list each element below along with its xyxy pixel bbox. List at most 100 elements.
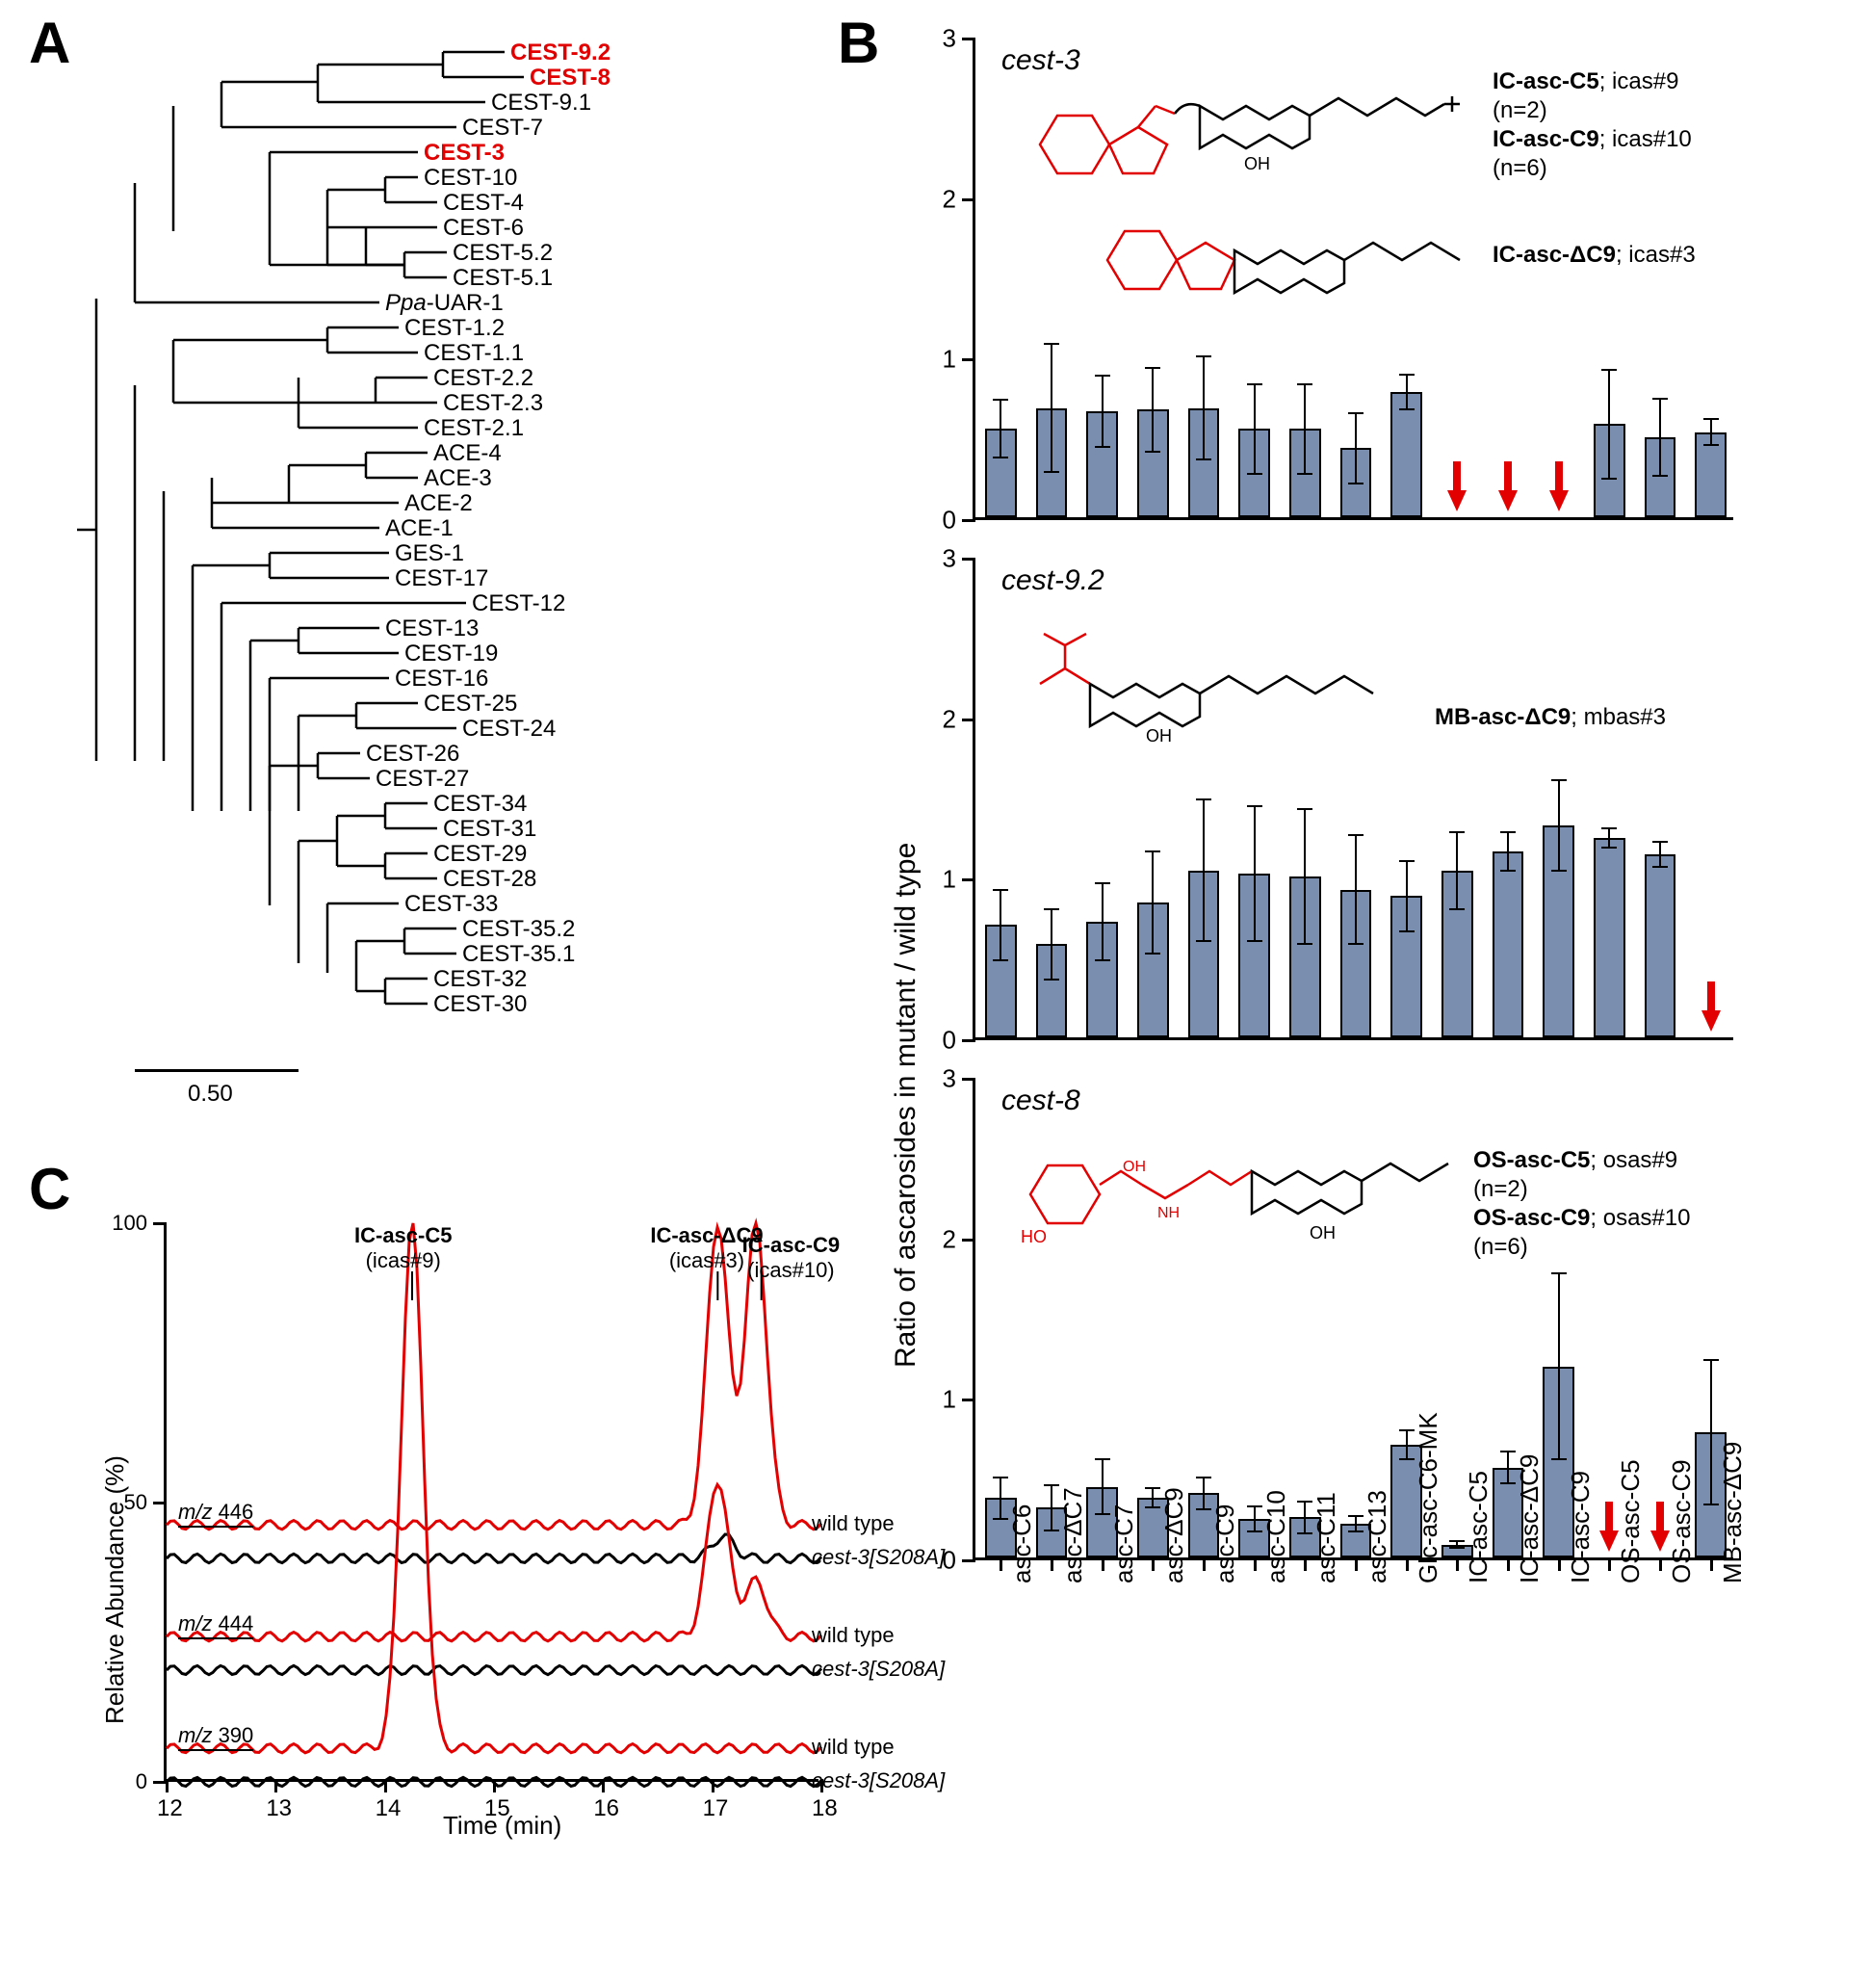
- bar-chart: 0123cest-3 OH: [973, 39, 1733, 520]
- x-category-label: asc-C9: [1210, 1504, 1240, 1583]
- compound-label: OS-asc-C5; osas#9 (n=2)OS-asc-C9; osas#1…: [1473, 1146, 1733, 1262]
- panel-c-chromatogram: Relative Abundance (%) 05010012131415161…: [77, 1185, 847, 1897]
- sample-label: cest-3[S208A]: [812, 1657, 945, 1682]
- sample-label: wild type: [812, 1623, 895, 1648]
- y-tick-label: 1: [943, 1385, 956, 1415]
- chemical-structure-icon: OH: [1021, 597, 1435, 742]
- compound-label: IC-asc-C5; icas#9 (n=2)IC-asc-C9; icas#1…: [1493, 67, 1733, 270]
- x-category-label: OS-asc-C9: [1667, 1459, 1697, 1583]
- bar: [1493, 851, 1524, 1037]
- svg-text:OH: OH: [1146, 726, 1172, 742]
- tree-leaf-label: CEST-29: [433, 841, 527, 868]
- compound-label: MB-asc-ΔC9; mbas#3: [1435, 703, 1666, 732]
- sample-label: cest-3[S208A]: [812, 1768, 945, 1793]
- panel-c-xlabel: Time (min): [443, 1811, 561, 1841]
- x-category-label: IC-asc-C9: [1566, 1471, 1596, 1583]
- bar-chart: 0123cest-9.2 OH MB-asc-ΔC9; mbas#3: [973, 559, 1733, 1040]
- tree-leaf-label: CEST-2.2: [433, 365, 533, 392]
- x-category-label: IC-asc-C5: [1464, 1471, 1493, 1583]
- y-tick-label: 2: [943, 704, 956, 734]
- sample-label: wild type: [812, 1735, 895, 1760]
- svg-text:HO: HO: [1021, 1227, 1047, 1246]
- panel-c-xtick: 13: [266, 1795, 292, 1822]
- y-tick-label: 3: [943, 24, 956, 54]
- tree-leaf-label: ACE-3: [424, 465, 492, 492]
- x-category-label: asc-C10: [1261, 1490, 1291, 1583]
- y-tick-label: 1: [943, 345, 956, 375]
- tree-leaf-label: CEST-9.1: [491, 90, 591, 117]
- sample-label: cest-3[S208A]: [812, 1545, 945, 1570]
- chemical-structure-icon: HO OH NH OH: [1021, 1117, 1473, 1262]
- figure-root: A B C CEST-9.2CEST-8CEST-9.1CEST-7CEST-3…: [0, 0, 1870, 1988]
- panel-c-xtick: 16: [593, 1795, 619, 1822]
- panel-c-xtick: 14: [376, 1795, 402, 1822]
- panel-b-barcharts: Ratio of ascarosides in mutant / wild ty…: [867, 39, 1849, 1926]
- panel-c-xtick: 12: [157, 1795, 183, 1822]
- tree-leaf-label: CEST-4: [443, 190, 524, 217]
- y-tick-label: 1: [943, 865, 956, 895]
- tree-leaf-label: CEST-28: [443, 866, 536, 893]
- tree-leaf-label: ACE-4: [433, 440, 502, 467]
- panel-label-c: C: [29, 1156, 70, 1222]
- tree-leaf-label: CEST-10: [424, 165, 517, 192]
- svg-text:NH: NH: [1157, 1205, 1180, 1221]
- tree-leaf-label: CEST-8: [530, 65, 610, 92]
- x-category-label: asc-ΔC9: [1159, 1487, 1189, 1583]
- panel-c-xtick: 18: [812, 1795, 838, 1822]
- y-tick-label: 3: [943, 544, 956, 574]
- panel-c-ytick: 50: [124, 1490, 147, 1515]
- tree-leaf-label: CEST-27: [376, 766, 469, 793]
- sample-label: wild type: [812, 1511, 895, 1536]
- panel-label-a: A: [29, 10, 70, 76]
- tree-leaf-label: ACE-1: [385, 515, 454, 542]
- tree-scale-bar: [135, 1069, 299, 1072]
- chemical-structure-icon: OH: [1021, 77, 1483, 308]
- tree-leaf-label: CEST-3: [424, 140, 505, 167]
- depleted-arrow-icon: [1701, 1010, 1721, 1032]
- tree-leaf-label: CEST-1.1: [424, 340, 524, 367]
- svg-text:OH: OH: [1123, 1159, 1146, 1175]
- tree-leaf-label: CEST-9.2: [510, 39, 610, 66]
- bar: [1390, 392, 1422, 517]
- tree-leaf-label: CEST-1.2: [404, 315, 505, 342]
- tree-scale-value: 0.50: [188, 1081, 233, 1108]
- depleted-arrow-icon: [1498, 490, 1518, 511]
- x-category-label: Glc-asc-C6-MK: [1414, 1412, 1443, 1583]
- tree-leaf-label: CEST-16: [395, 666, 488, 693]
- tree-leaf-label: CEST-6: [443, 215, 524, 242]
- tree-leaf-label: CEST-2.3: [443, 390, 543, 417]
- tree-leaf-label: CEST-5.2: [453, 240, 553, 267]
- depleted-arrow-icon: [1447, 490, 1467, 511]
- tree-leaf-label: CEST-24: [462, 716, 556, 743]
- y-axis-label: Ratio of ascarosides in mutant / wild ty…: [890, 843, 922, 1368]
- chart-title: cest-3: [1001, 44, 1080, 77]
- tree-leaf-label: CEST-33: [404, 891, 498, 918]
- bar: [1645, 854, 1676, 1037]
- y-tick-label: 2: [943, 1224, 956, 1254]
- tree-leaf-label: CEST-5.1: [453, 265, 553, 292]
- x-category-label: asc-C11: [1312, 1492, 1341, 1583]
- tree-leaf-label: CEST-17: [395, 565, 488, 592]
- tree-leaf-label: CEST-32: [433, 966, 527, 993]
- svg-text:OH: OH: [1310, 1223, 1336, 1242]
- y-tick-label: 3: [943, 1064, 956, 1094]
- x-category-label: MB-asc-ΔC9: [1718, 1442, 1748, 1583]
- tree-leaf-label: CEST-26: [366, 741, 459, 768]
- panel-a-phylotree: CEST-9.2CEST-8CEST-9.1CEST-7CEST-3CEST-1…: [77, 39, 809, 1127]
- tree-leaf-label: CEST-13: [385, 615, 479, 642]
- tree-leaf-label: ACE-2: [404, 490, 473, 517]
- tree-leaf-label: CEST-25: [424, 691, 517, 718]
- x-category-label: OS-asc-C5: [1616, 1459, 1646, 1583]
- tree-leaf-label: CEST-31: [443, 816, 536, 843]
- y-tick-label: 0: [943, 1026, 956, 1056]
- panel-c-xtick: 17: [703, 1795, 729, 1822]
- panel-c-ytick: 100: [112, 1211, 147, 1236]
- chart-title: cest-8: [1001, 1085, 1080, 1117]
- tree-leaf-label: CEST-35.2: [462, 916, 575, 943]
- tree-leaf-label: CEST-12: [472, 590, 565, 617]
- x-category-label: IC-asc-ΔC9: [1515, 1454, 1545, 1583]
- tree-leaf-label: CEST-35.1: [462, 941, 575, 968]
- tree-leaf-label: CEST-19: [404, 641, 498, 667]
- tree-leaf-label: CEST-34: [433, 791, 527, 818]
- x-category-label: asc-ΔC7: [1058, 1487, 1088, 1583]
